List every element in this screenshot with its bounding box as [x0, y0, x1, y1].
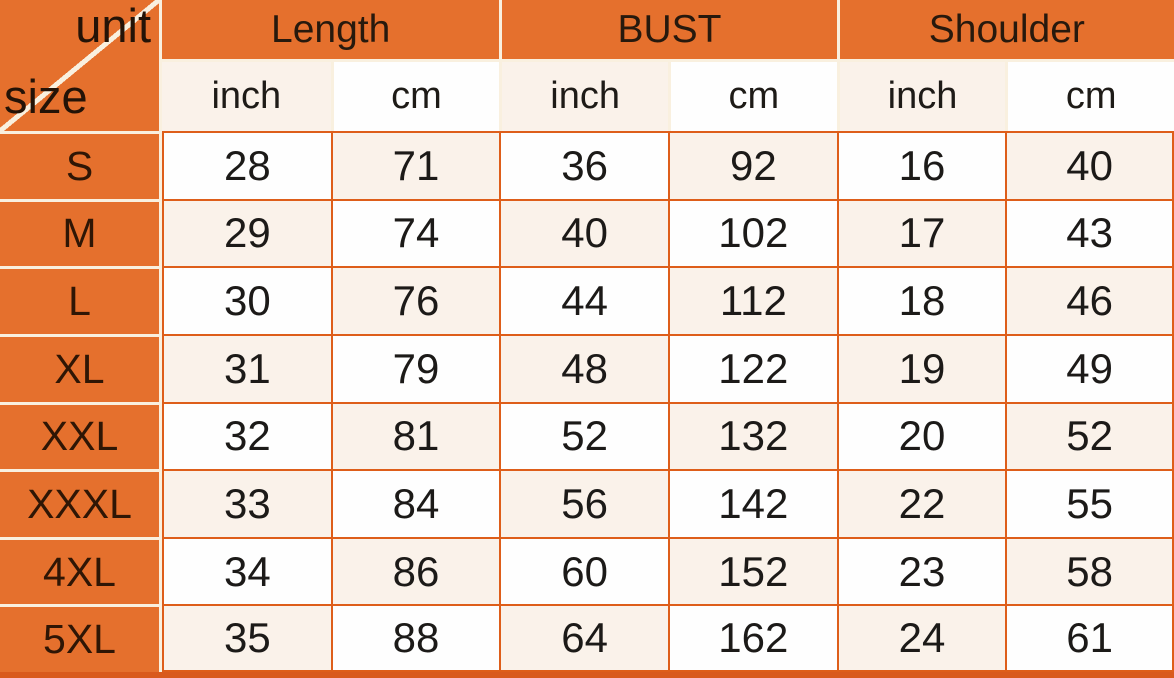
table-cell: 44 [499, 266, 668, 334]
table-cell: 92 [668, 131, 837, 199]
table-cell: 64 [499, 604, 668, 672]
table-cell: 76 [330, 266, 500, 334]
table-cell: 20 [836, 401, 1006, 470]
table-cell: 71 [330, 131, 500, 199]
table-cell: 23 [836, 536, 1006, 605]
table-cell: 19 [836, 333, 1006, 402]
table-cell: 84 [330, 469, 500, 537]
table-cell: 48 [499, 333, 668, 402]
table-cell: 142 [668, 469, 837, 537]
table-cell: 16 [836, 131, 1006, 199]
table-cell: 88 [330, 604, 500, 672]
table-cell: 43 [1005, 198, 1174, 267]
column-group-length: Length [162, 0, 500, 62]
table-cell: 61 [1005, 604, 1174, 672]
row-size-label: XL [0, 333, 162, 402]
column-group-shoulder: Shoulder [836, 0, 1174, 62]
column-header-inch: inch [499, 62, 668, 131]
column-header-cm: cm [1005, 62, 1174, 131]
table-cell: 40 [499, 198, 668, 267]
row-size-label: XXXL [0, 469, 162, 537]
table-cell: 28 [162, 131, 331, 199]
table-cell: 52 [499, 401, 668, 470]
table-cell: 22 [836, 469, 1006, 537]
row-size-label: XXL [0, 401, 162, 470]
table-cell: 112 [668, 266, 837, 334]
table-cell: 35 [162, 604, 331, 672]
table-cell: 102 [668, 198, 837, 267]
table-cell: 122 [668, 333, 837, 402]
row-size-label: 4XL [0, 536, 162, 605]
table-cell: 33 [162, 469, 331, 537]
table-cell: 18 [836, 266, 1006, 334]
bottom-strip [0, 672, 1174, 678]
table-cell: 40 [1005, 131, 1174, 199]
row-size-label: S [0, 131, 162, 199]
row-size-label: L [0, 266, 162, 334]
table-cell: 46 [1005, 266, 1174, 334]
table-cell: 162 [668, 604, 837, 672]
table-cell: 24 [836, 604, 1006, 672]
column-header-inch: inch [162, 62, 331, 131]
table-cell: 86 [330, 536, 500, 605]
table-cell: 60 [499, 536, 668, 605]
table-cell: 55 [1005, 469, 1174, 537]
column-header-inch: inch [836, 62, 1006, 131]
table-cell: 36 [499, 131, 668, 199]
table-cell: 49 [1005, 333, 1174, 402]
table-cell: 74 [330, 198, 500, 267]
column-header-cm: cm [668, 62, 837, 131]
row-size-label: M [0, 198, 162, 267]
table-cell: 32 [162, 401, 331, 470]
table-cell: 79 [330, 333, 500, 402]
corner-size-label: size [4, 70, 88, 124]
table-cell: 52 [1005, 401, 1174, 470]
column-group-bust: BUST [499, 0, 837, 62]
table-cell: 29 [162, 198, 331, 267]
table-cell: 58 [1005, 536, 1174, 605]
row-size-label: 5XL [0, 604, 162, 672]
table-cell: 31 [162, 333, 331, 402]
corner-unit-size-cell: unit size [0, 0, 162, 131]
table-cell: 152 [668, 536, 837, 605]
column-header-cm: cm [330, 62, 500, 131]
table-cell: 56 [499, 469, 668, 537]
table-cell: 30 [162, 266, 331, 334]
table-cell: 17 [836, 198, 1006, 267]
table-cell: 132 [668, 401, 837, 470]
table-cell: 81 [330, 401, 500, 470]
corner-unit-label: unit [75, 0, 151, 52]
table-cell: 34 [162, 536, 331, 605]
